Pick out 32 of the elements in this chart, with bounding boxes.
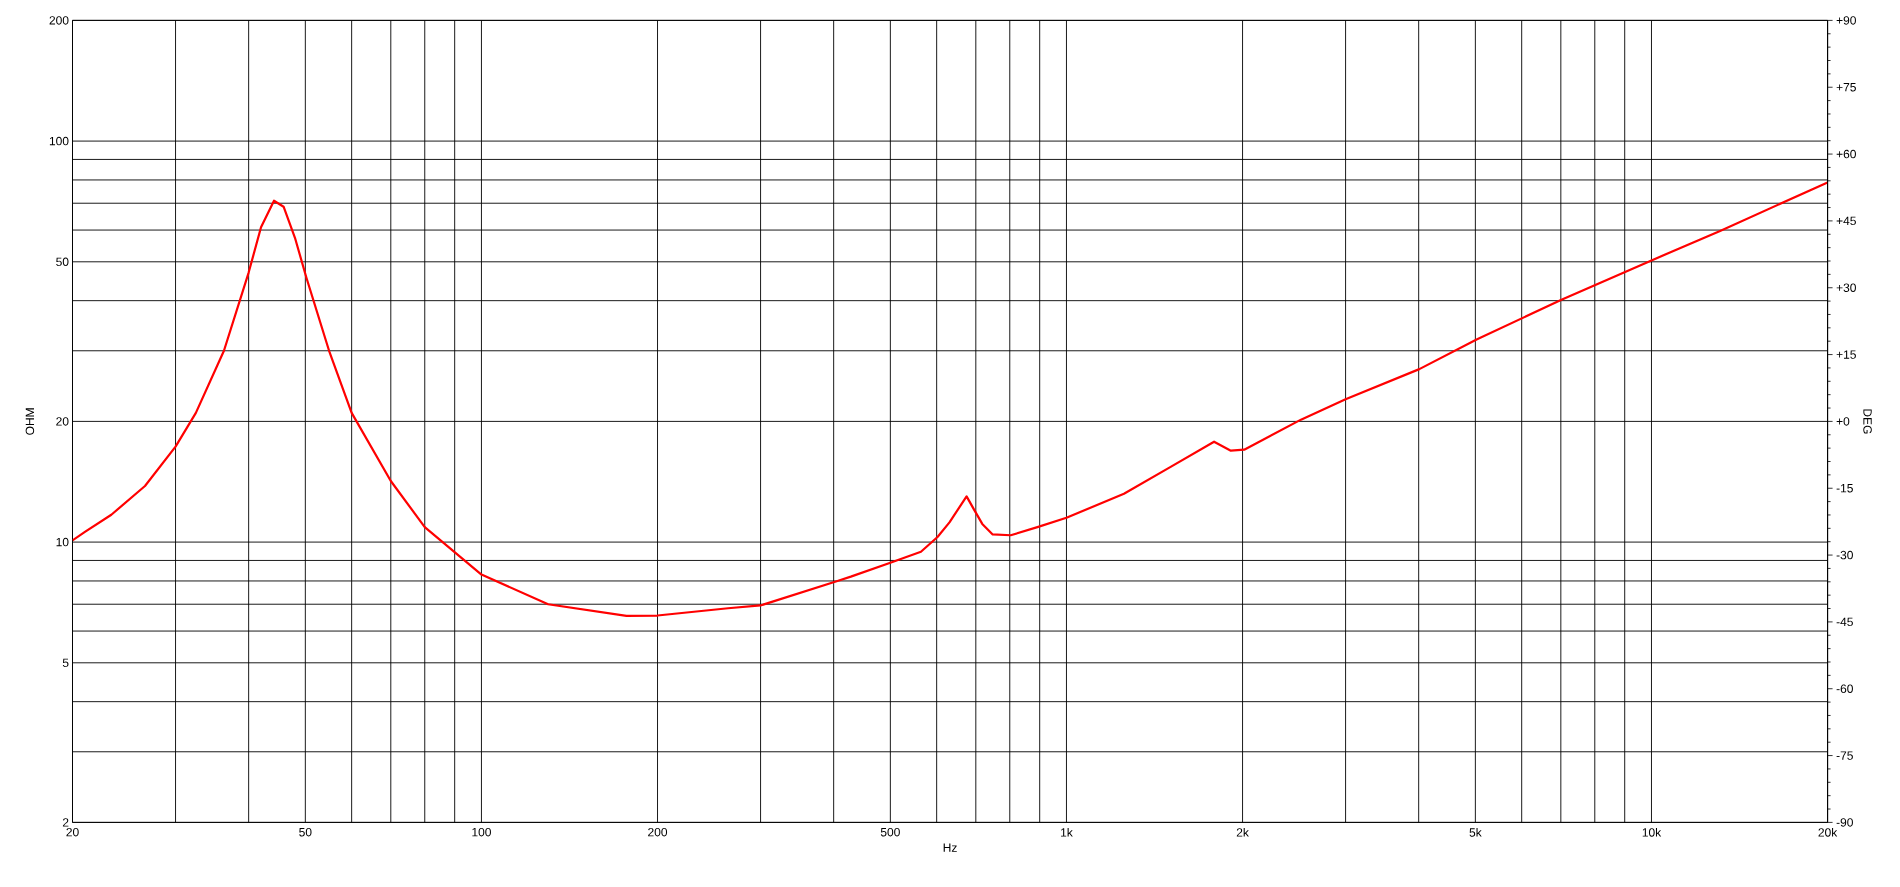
y2-tick-label: -15 xyxy=(1836,484,1853,493)
x-tick-label: 2k xyxy=(1236,827,1249,837)
y2-tick-label: +30 xyxy=(1836,283,1856,292)
y-tick-label: 100 xyxy=(49,136,69,146)
x-tick-label: 20k xyxy=(1818,827,1838,837)
x-tick-label: 1k xyxy=(1061,827,1073,837)
y2-tick-label: +45 xyxy=(1836,216,1856,226)
x-axis-title: Hz xyxy=(943,843,957,852)
y-tick-label: 200 xyxy=(49,16,69,25)
y2-tick-label: +15 xyxy=(1836,350,1856,359)
y-tick-label: 50 xyxy=(56,257,69,267)
y-tick-label: 20 xyxy=(56,417,69,426)
y2-tick-label: +0 xyxy=(1836,417,1850,426)
y-tick-label: 2 xyxy=(62,818,69,827)
x-tick-label: 50 xyxy=(299,827,312,837)
y2-tick-label: +90 xyxy=(1836,16,1856,25)
x-tick-label: 500 xyxy=(880,827,900,837)
y2-tick-label: +60 xyxy=(1836,149,1856,159)
y2-tick-label: +75 xyxy=(1836,83,1856,92)
y2-axis-title: DEG xyxy=(1863,409,1872,434)
y-axis-title: OHM xyxy=(25,408,35,435)
y-tick-label: 5 xyxy=(62,658,69,667)
y2-tick-label: -90 xyxy=(1836,818,1853,827)
x-tick-label: 5k xyxy=(1469,827,1482,837)
y-tick-label: 10 xyxy=(56,537,69,547)
y2-tick-label: -45 xyxy=(1836,617,1853,627)
y2-tick-label: -60 xyxy=(1836,684,1853,693)
y2-tick-label: -75 xyxy=(1836,751,1853,760)
x-tick-label: 10k xyxy=(1642,827,1662,837)
x-tick-label: 200 xyxy=(648,827,668,837)
x-tick-label: 100 xyxy=(472,827,491,837)
y2-tick-label: -30 xyxy=(1836,550,1853,560)
